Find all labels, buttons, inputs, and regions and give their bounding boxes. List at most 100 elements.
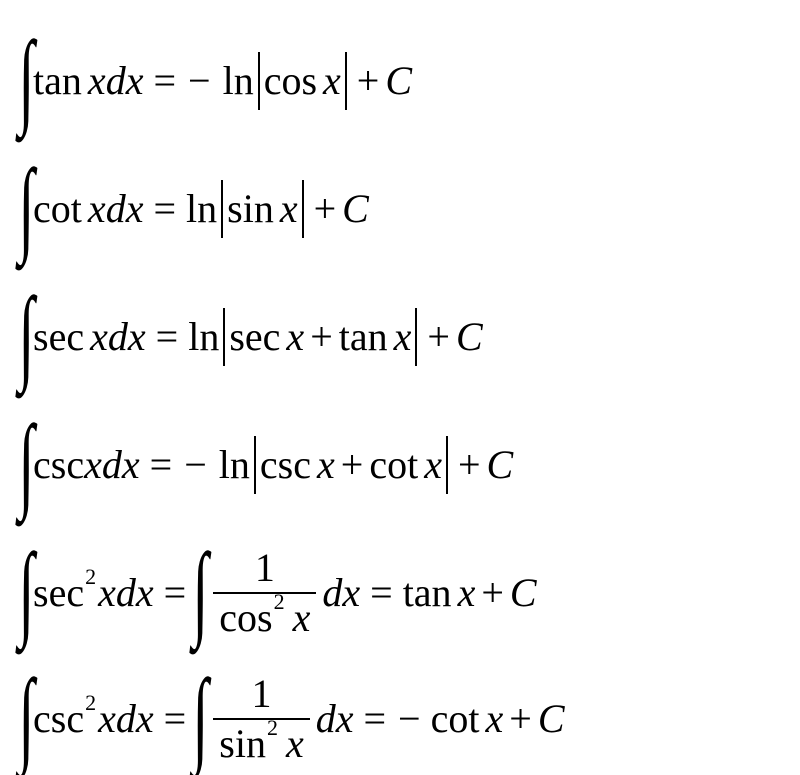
equation-2-body: cot x dx = ln sin x + C	[33, 180, 369, 238]
ln: ln	[186, 189, 217, 229]
var-x: x	[394, 317, 412, 357]
integral-sign: ∫	[19, 410, 35, 516]
var-x: x	[286, 317, 304, 357]
equation-1-body: tan x dx = − ln cos x + C	[33, 52, 412, 110]
integral-sign: ∫	[19, 538, 35, 644]
equation-5: ∫ sec 2 x dx = ∫ 1 cos 2 x dx = tan x	[22, 540, 778, 646]
fraction: 1 cos 2 x	[213, 548, 316, 638]
fn-cot: cot	[431, 699, 480, 739]
fn-sec: sec	[33, 573, 84, 613]
const-C: C	[538, 699, 565, 739]
denominator: sin 2 x	[213, 720, 309, 764]
equals: =	[153, 189, 176, 229]
integral-sign: ∫	[19, 282, 35, 388]
ln: ln	[223, 61, 254, 101]
const-C: C	[510, 573, 537, 613]
dx: dx	[106, 189, 144, 229]
equals: =	[153, 61, 176, 101]
numerator: 1	[249, 548, 281, 592]
var-x: x	[317, 445, 335, 485]
abs: cos x	[254, 52, 351, 110]
fn-cos: cos	[264, 61, 317, 101]
fn-cos: cos	[219, 598, 272, 638]
integral-sign: ∫	[19, 664, 35, 770]
fn-sec: sec	[229, 317, 280, 357]
sup-2: 2	[85, 692, 96, 714]
equation-2: ∫ cot x dx = ln sin x + C	[22, 156, 778, 262]
fn-csc: csc	[33, 699, 84, 739]
equals: =	[150, 445, 173, 485]
abs: sin x	[217, 180, 307, 238]
fn-sec: sec	[33, 317, 84, 357]
dx: dx	[108, 317, 146, 357]
integral-sign: ∫	[193, 664, 209, 770]
minus: −	[398, 699, 421, 739]
equals: =	[370, 573, 393, 613]
fraction: 1 sin 2 x	[213, 674, 309, 764]
plus: +	[314, 189, 337, 229]
fn-sin: sin	[227, 189, 274, 229]
const-C: C	[487, 445, 514, 485]
plus: +	[458, 445, 481, 485]
fn-tan: tan	[33, 61, 82, 101]
equals: =	[164, 699, 187, 739]
var-x: x	[424, 445, 442, 485]
plus: +	[341, 445, 364, 485]
equation-6-body: csc 2 x dx =	[33, 699, 196, 739]
plus: +	[310, 317, 333, 357]
dx: dx	[106, 61, 144, 101]
var-x: x	[323, 61, 341, 101]
sup-2: 2	[267, 717, 278, 739]
denominator: cos 2 x	[213, 594, 316, 638]
var-x: x	[88, 61, 106, 101]
var-x: x	[98, 573, 116, 613]
var-x: x	[88, 189, 106, 229]
equation-3-body: sec x dx = ln sec x + tan x + C	[33, 308, 483, 366]
integral-sign: ∫	[19, 26, 35, 132]
fn-tan: tan	[403, 573, 452, 613]
minus: −	[184, 445, 207, 485]
const-C: C	[456, 317, 483, 357]
var-x: x	[458, 573, 476, 613]
plus: +	[427, 317, 450, 357]
equation-5-mid: 1 cos 2 x dx = tan x + C	[207, 548, 536, 638]
var-x: x	[98, 699, 116, 739]
abs: csc x + cot x	[250, 436, 452, 494]
fn-tan: tan	[339, 317, 388, 357]
ln: ln	[188, 317, 219, 357]
fn-csc: csc	[260, 445, 311, 485]
dx: dx	[102, 445, 140, 485]
abs: sec x + tan x	[219, 308, 421, 366]
var-x: x	[90, 317, 108, 357]
const-C: C	[385, 61, 412, 101]
equals: =	[164, 573, 187, 613]
equation-4: ∫ csc x dx = − ln csc x + cot x + C	[22, 412, 778, 518]
fn-csc: csc	[33, 445, 84, 485]
const-C: C	[342, 189, 369, 229]
var-x: x	[280, 189, 298, 229]
var-x: x	[286, 724, 304, 764]
sup-2: 2	[274, 591, 285, 613]
fn-cot: cot	[369, 445, 418, 485]
formula-page: ∫ tan x dx = − ln cos x + C ∫ cot x dx =	[0, 0, 800, 772]
equation-1: ∫ tan x dx = − ln cos x + C	[22, 28, 778, 134]
equation-6-mid: 1 sin 2 x dx = − cot x + C	[207, 674, 564, 764]
fn-cot: cot	[33, 189, 82, 229]
plus: +	[509, 699, 532, 739]
equals: =	[363, 699, 386, 739]
var-x: x	[293, 598, 311, 638]
dx: dx	[322, 573, 360, 613]
equation-4-body: csc x dx = − ln csc x + cot x + C	[33, 436, 513, 494]
equation-3: ∫ sec x dx = ln sec x + tan x + C	[22, 284, 778, 390]
sup-2: 2	[85, 566, 96, 588]
var-x: x	[84, 445, 102, 485]
var-x: x	[485, 699, 503, 739]
equation-5-body: sec 2 x dx =	[33, 573, 196, 613]
dx: dx	[116, 573, 154, 613]
integral-sign: ∫	[193, 538, 209, 644]
dx: dx	[316, 699, 354, 739]
equals: =	[156, 317, 179, 357]
dx: dx	[116, 699, 154, 739]
plus: +	[481, 573, 504, 613]
ln: ln	[219, 445, 250, 485]
